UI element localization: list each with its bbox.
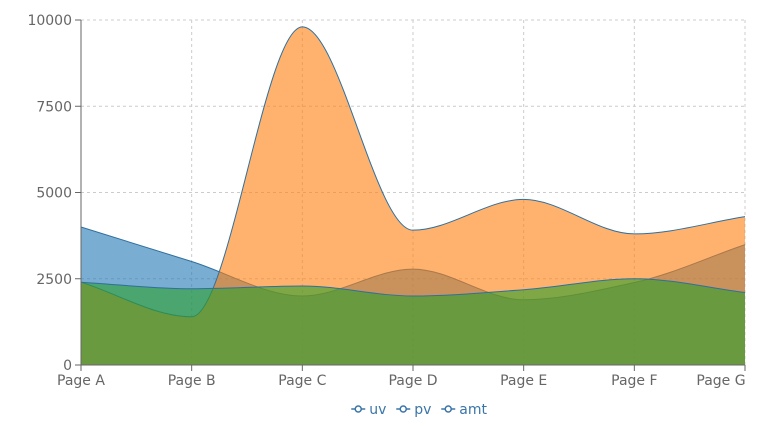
- legend-marker-icon: [444, 405, 452, 413]
- area-amt: [81, 278, 745, 365]
- y-tick-label: 10000: [27, 13, 72, 29]
- x-tick-label: Page B: [168, 373, 216, 389]
- x-tick-label: Page G: [696, 373, 745, 389]
- legend-marker-icon: [399, 405, 407, 413]
- x-tick-label: Page A: [57, 373, 105, 389]
- legend-label: amt: [459, 402, 487, 418]
- legend-item-pv[interactable]: pv: [396, 402, 431, 418]
- x-tick-label: Page F: [611, 373, 657, 389]
- axes: 0 2500 5000 7500 10000 Page A Page B Page C Page…: [27, 13, 745, 389]
- series-areas: [80, 26, 746, 366]
- legend: uv pv amt: [351, 402, 487, 418]
- x-tick-label: Page D: [388, 373, 437, 389]
- x-tick-label: Page C: [278, 373, 326, 389]
- y-tick-label: 2500: [36, 272, 72, 288]
- legend-item-uv[interactable]: uv: [351, 402, 386, 418]
- legend-label: pv: [414, 402, 431, 418]
- area-pv: [81, 26, 745, 366]
- y-tick-label: 5000: [36, 186, 72, 202]
- y-tick-label: 7500: [36, 99, 72, 115]
- x-tick-label: Page E: [500, 373, 547, 389]
- y-tick-label: 0: [63, 358, 72, 374]
- line-amt: [80, 278, 746, 297]
- legend-label: uv: [369, 402, 386, 418]
- legend-item-amt[interactable]: amt: [441, 402, 487, 418]
- legend-marker-icon: [354, 405, 362, 413]
